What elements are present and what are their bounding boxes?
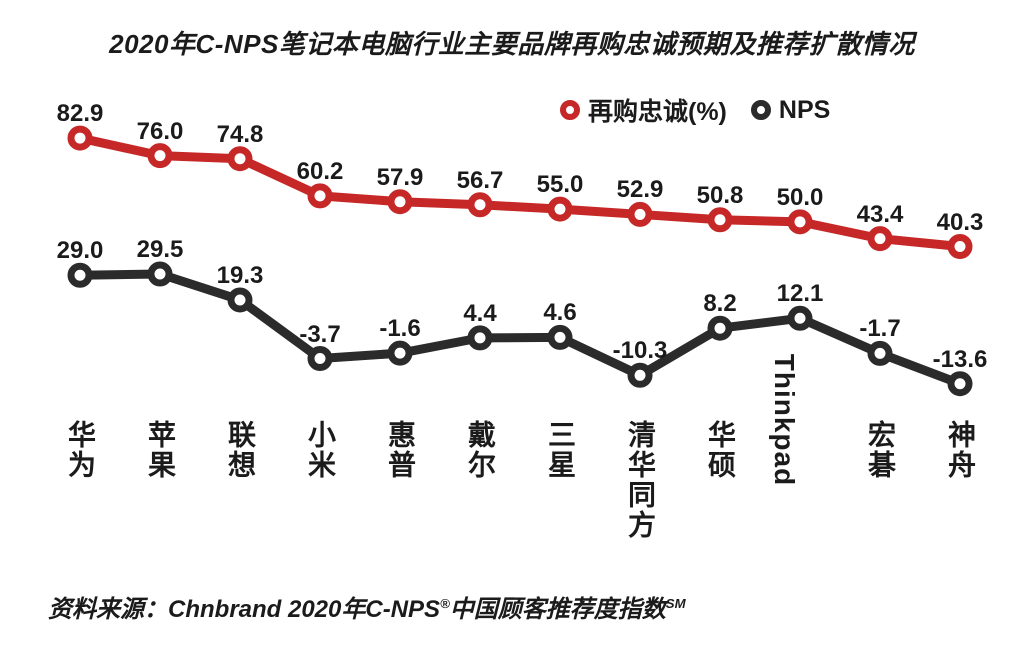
series-marker xyxy=(951,375,969,393)
series-marker xyxy=(71,129,89,147)
x-axis-label: 联想 xyxy=(220,420,260,480)
plot-svg xyxy=(40,120,1000,400)
value-label: 40.3 xyxy=(937,209,984,237)
value-label: -1.6 xyxy=(379,315,420,343)
x-axis-label: 华硕 xyxy=(700,420,740,480)
value-label: 56.7 xyxy=(457,167,504,195)
series-marker xyxy=(151,265,169,283)
chart-title: 2020年C-NPS笔记本电脑行业主要品牌再购忠诚预期及推荐扩散情况 xyxy=(0,24,1024,61)
source-reg: ® xyxy=(440,596,450,611)
value-label: 19.3 xyxy=(217,262,264,290)
value-label: 82.9 xyxy=(57,100,104,128)
x-axis-label: 宏碁 xyxy=(860,420,900,480)
value-label: -3.7 xyxy=(299,321,340,349)
value-label: 43.4 xyxy=(857,201,904,229)
series-marker xyxy=(871,230,889,248)
source-sm: SM xyxy=(666,596,686,611)
series-marker xyxy=(631,366,649,384)
series-marker xyxy=(471,196,489,214)
series-marker xyxy=(951,238,969,256)
series-marker xyxy=(551,200,569,218)
x-axis-label: 戴尔 xyxy=(460,420,500,480)
legend-marker-icon xyxy=(751,100,771,120)
x-axis-label: 华为 xyxy=(60,420,100,480)
series-marker xyxy=(231,150,249,168)
value-label: 8.2 xyxy=(703,290,736,318)
series-marker xyxy=(791,213,809,231)
x-axis-label: 苹果 xyxy=(140,420,180,480)
series-marker xyxy=(711,319,729,337)
series-marker xyxy=(71,266,89,284)
value-label: 12.1 xyxy=(777,280,824,308)
series-marker xyxy=(311,350,329,368)
value-label: -13.6 xyxy=(933,346,988,374)
value-label: 4.6 xyxy=(543,299,576,327)
source-mid: 中国顾客推荐度指数 xyxy=(450,596,666,623)
plot-area: 82.976.074.860.257.956.755.052.950.850.0… xyxy=(40,120,1000,400)
x-axis-label: Thinkpad xyxy=(768,354,800,486)
value-label: 60.2 xyxy=(297,158,344,186)
value-label: 55.0 xyxy=(537,171,584,199)
source-citation: 资料来源：Chnbrand 2020年C-NPS®中国顾客推荐度指数SM xyxy=(48,589,686,624)
value-label: 76.0 xyxy=(137,118,184,146)
source-main: Chnbrand 2020年C-NPS xyxy=(168,596,440,623)
x-axis-label: 惠普 xyxy=(380,420,420,480)
value-label: 50.8 xyxy=(697,182,744,210)
value-label: 29.0 xyxy=(57,237,104,265)
series-marker xyxy=(231,291,249,309)
value-label: -1.7 xyxy=(859,315,900,343)
series-marker xyxy=(871,344,889,362)
series-marker xyxy=(151,147,169,165)
series-marker xyxy=(711,211,729,229)
value-label: 74.8 xyxy=(217,121,264,149)
x-axis-label: 小米 xyxy=(300,420,340,480)
legend-marker-icon xyxy=(560,100,580,120)
x-axis-label: 三星 xyxy=(540,420,580,480)
series-marker xyxy=(471,329,489,347)
value-label: 29.5 xyxy=(137,236,184,264)
series-marker xyxy=(631,205,649,223)
value-label: 4.4 xyxy=(463,300,496,328)
series-line xyxy=(80,138,960,246)
value-label: 52.9 xyxy=(617,176,664,204)
series-marker xyxy=(311,187,329,205)
x-axis-label: 清华同方 xyxy=(620,420,660,540)
value-label: -10.3 xyxy=(613,337,668,365)
series-marker xyxy=(391,193,409,211)
series-marker xyxy=(791,309,809,327)
series-marker xyxy=(551,328,569,346)
source-prefix: 资料来源： xyxy=(48,596,168,623)
x-axis-label: 神舟 xyxy=(940,420,980,480)
value-label: 50.0 xyxy=(777,184,824,212)
value-label: 57.9 xyxy=(377,164,424,192)
series-line xyxy=(80,274,960,384)
series-marker xyxy=(391,344,409,362)
